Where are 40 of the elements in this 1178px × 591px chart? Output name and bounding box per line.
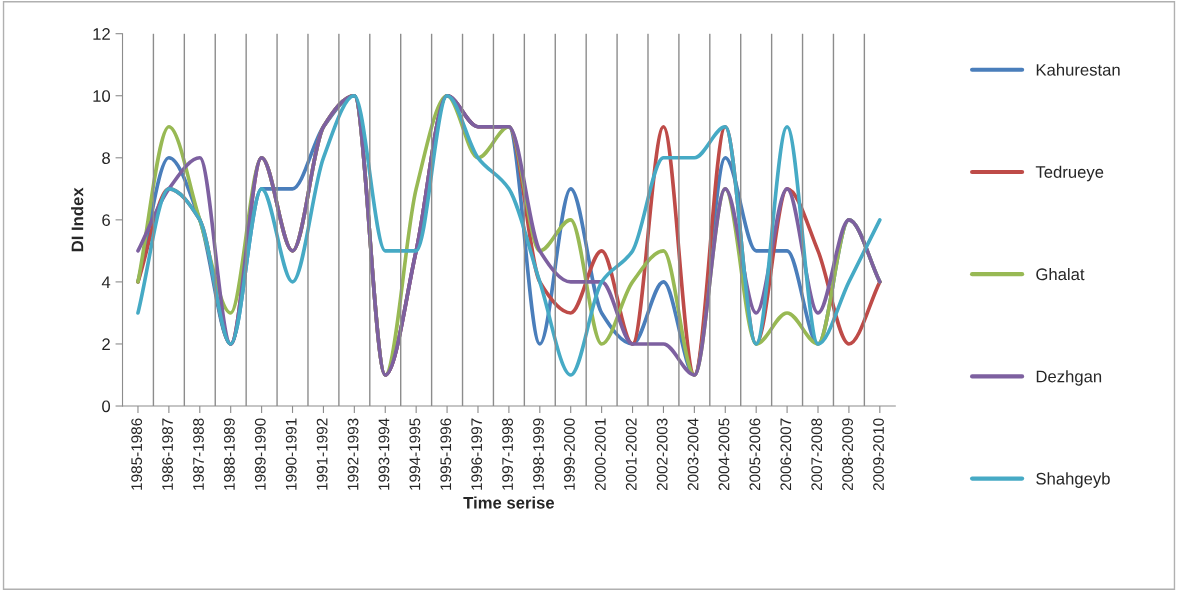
x-tick-label: 2009-2010 bbox=[873, 418, 884, 491]
x-tick-label: 1991-1992 bbox=[316, 418, 328, 490]
x-tick-label: 1988-1989 bbox=[223, 418, 235, 490]
y-tick-label: 10 bbox=[93, 90, 111, 102]
x-tick-label: 2001-2002 bbox=[625, 418, 637, 491]
x-tick-label: 1990-1991 bbox=[285, 418, 297, 490]
legend-label: Tedrueye bbox=[1035, 165, 1104, 182]
x-tick-label: 2006-2007 bbox=[780, 418, 792, 491]
x-tick-label: 1985-1986 bbox=[131, 418, 143, 490]
x-tick-label: 2002-2003 bbox=[656, 418, 668, 491]
x-tick-label: 2008-2009 bbox=[842, 418, 854, 491]
y-tick-label: 4 bbox=[101, 276, 111, 288]
x-tick-label: 1987-1988 bbox=[193, 418, 204, 490]
x-tick-label: 1998-1999 bbox=[533, 418, 544, 490]
x-tick-label: 1986-1987 bbox=[162, 418, 173, 490]
x-tick-label: 1999-2000 bbox=[564, 418, 575, 490]
line-series bbox=[136, 93, 882, 377]
y-tick-label: 12 bbox=[93, 28, 110, 40]
x-tick-label: 1997-1998 bbox=[502, 418, 513, 490]
x-axis-title: Time serise bbox=[463, 496, 555, 509]
x-tick-label: 1996-1997 bbox=[471, 418, 483, 490]
legend-label: Kahurestan bbox=[1036, 63, 1120, 76]
x-tick-label: 1994-1995 bbox=[409, 418, 421, 490]
x-tick-label: 1995-1996 bbox=[440, 418, 452, 490]
y-tick-label: 2 bbox=[102, 338, 110, 350]
y-tick-label: 0 bbox=[102, 400, 111, 413]
legend-label: Dezhgan bbox=[1036, 370, 1102, 386]
x-tick-label: 2000-2001 bbox=[594, 418, 606, 491]
y-tick-label: 6 bbox=[102, 214, 110, 227]
x-tick-label: 1992-1993 bbox=[347, 418, 359, 490]
x-tick-label: 2003-2004 bbox=[687, 418, 699, 491]
x-tick-label: 1989-1990 bbox=[254, 418, 266, 490]
x-tick-label: 2005-2006 bbox=[749, 418, 761, 491]
x-tick-label: 1993-1994 bbox=[378, 418, 390, 490]
y-axis-title: DI Index bbox=[71, 187, 84, 252]
legend-label: Shahgeyb bbox=[1036, 472, 1110, 488]
x-tick-label: 2004-2005 bbox=[718, 418, 730, 491]
y-tick-label: 8 bbox=[102, 152, 110, 164]
legend-label: Ghalat bbox=[1036, 267, 1085, 281]
x-tick-label: 2007-2008 bbox=[811, 418, 823, 491]
